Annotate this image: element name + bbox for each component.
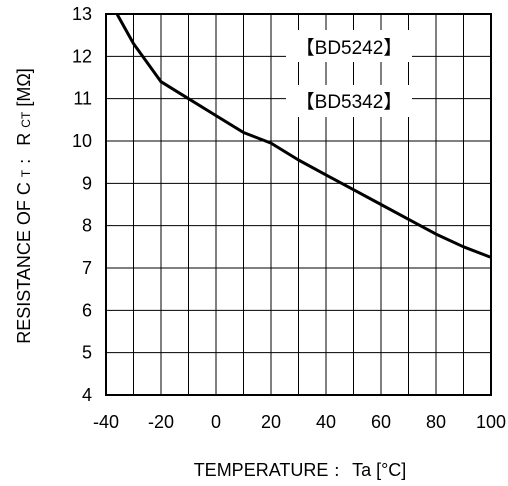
x-tick-label: 20 xyxy=(261,412,281,432)
y-axis-label: RESISTANCE OF C T ： R CT [MΩ] xyxy=(14,68,34,344)
note-bd5242-text: 【BD5242】 xyxy=(296,37,403,59)
x-tick-label: -40 xyxy=(93,412,119,432)
x-axis-label-unit: [°C] xyxy=(376,460,406,480)
y-tick-label: 13 xyxy=(72,4,92,24)
y-axis-label-symbol-sub: CT xyxy=(19,111,33,128)
y-axis-label-unit: [MΩ] xyxy=(14,68,34,106)
y-tick-label: 6 xyxy=(82,300,92,320)
y-tick-label: 7 xyxy=(82,258,92,278)
y-tick-labels: 4 5 6 7 8 9 10 11 12 13 xyxy=(72,4,92,405)
grid xyxy=(106,14,491,395)
y-tick-label: 9 xyxy=(82,173,92,193)
y-tick-label: 12 xyxy=(72,46,92,66)
series-line xyxy=(115,13,492,259)
x-tick-labels: -40 -20 0 20 40 60 80 100 xyxy=(93,412,506,432)
y-tick-label: 11 xyxy=(73,89,92,109)
y-tick-label: 4 xyxy=(82,385,92,405)
y-tick-label: 8 xyxy=(82,216,92,236)
y-axis-label-sep: ： xyxy=(17,151,33,165)
x-tick-label: -20 xyxy=(148,412,174,432)
y-axis-label-sub: T xyxy=(19,169,33,177)
plot-frame xyxy=(105,13,492,396)
y-tick-label: 10 xyxy=(72,131,92,151)
x-tick-label: 0 xyxy=(211,412,221,432)
note-bd5342: 【BD5342】 xyxy=(286,85,412,117)
x-axis-label-sep: ： xyxy=(333,463,347,479)
y-tick-label: 5 xyxy=(82,343,92,363)
x-tick-label: 100 xyxy=(476,412,506,432)
x-axis-label: TEMPERATURE ： Ta [°C] xyxy=(194,460,407,480)
x-axis-label-main: TEMPERATURE xyxy=(194,460,329,480)
x-tick-label: 60 xyxy=(371,412,391,432)
note-bd5242: 【BD5242】 xyxy=(286,30,412,62)
note-bd5342-text: 【BD5342】 xyxy=(296,91,403,113)
x-axis-label-symbol: Ta xyxy=(352,460,372,480)
y-axis-label-symbol: R xyxy=(14,133,34,146)
y-axis-label-main: RESISTANCE OF C xyxy=(14,182,34,344)
x-tick-label: 40 xyxy=(316,412,336,432)
x-tick-label: 80 xyxy=(426,412,446,432)
